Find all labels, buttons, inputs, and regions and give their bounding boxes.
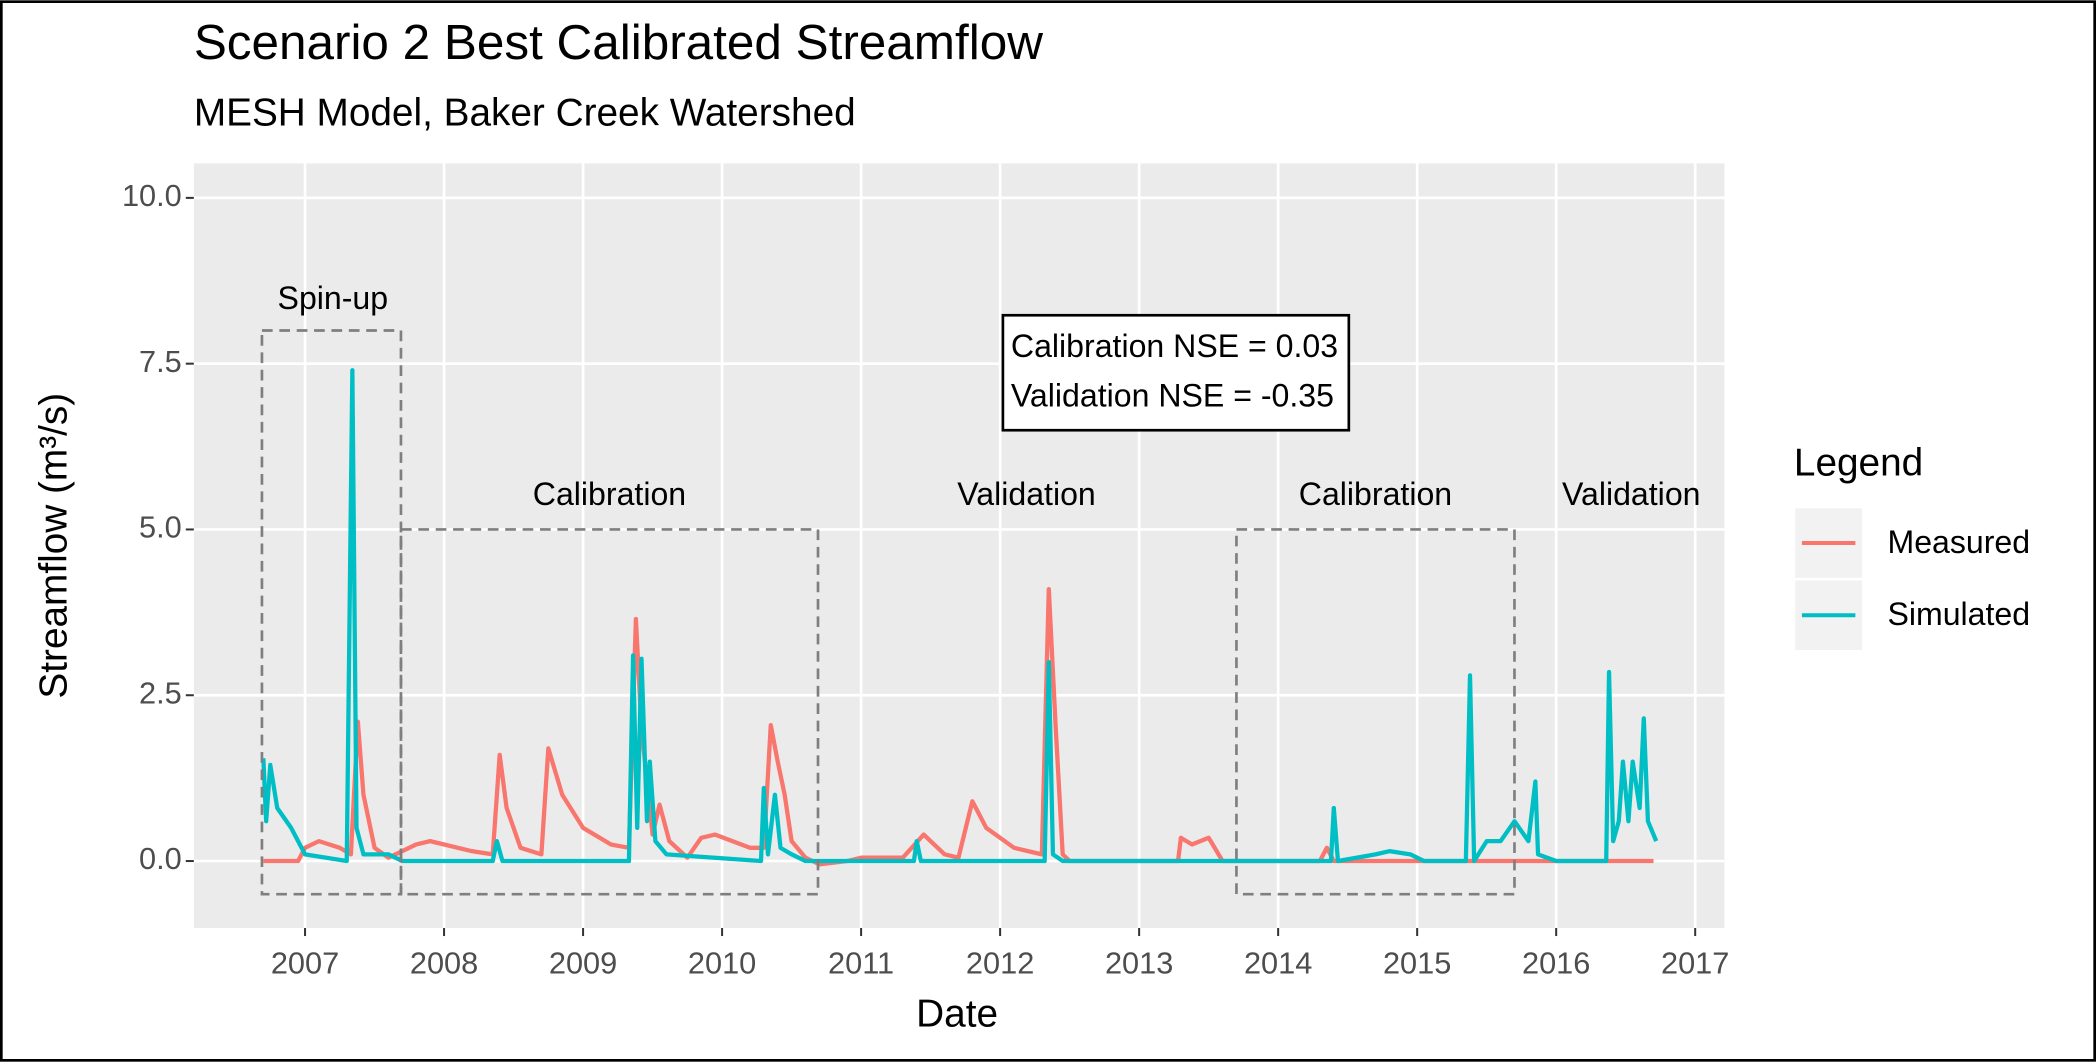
region-label: Calibration bbox=[533, 476, 686, 512]
x-tick-label: 2016 bbox=[1522, 946, 1590, 981]
nse-text: Calibration NSE = 0.03 bbox=[1011, 328, 1338, 364]
x-tick-label: 2014 bbox=[1244, 946, 1312, 981]
x-tick-label: 2010 bbox=[688, 946, 756, 981]
x-tick-label: 2009 bbox=[549, 946, 617, 981]
x-tick-label: 2017 bbox=[1661, 946, 1729, 981]
y-axis-title: Streamflow (m³/s) bbox=[32, 393, 75, 699]
x-tick-label: 2012 bbox=[966, 946, 1034, 981]
region-label: Spin-up bbox=[278, 280, 389, 316]
region-box bbox=[399, 528, 820, 896]
series-line bbox=[261, 368, 1659, 864]
x-tick-label: 2011 bbox=[828, 946, 894, 981]
annotation: Validation bbox=[957, 476, 1096, 512]
y-tick-label: 2.5 bbox=[139, 675, 182, 710]
chart-title: Scenario 2 Best Calibrated Streamflow bbox=[194, 15, 1043, 70]
x-tick-label: 2007 bbox=[271, 946, 339, 981]
legend-label: Measured bbox=[1887, 524, 2030, 560]
nse-box bbox=[1001, 313, 1351, 432]
legend-label: Simulated bbox=[1887, 596, 2030, 632]
y-tick-label: 0.0 bbox=[139, 841, 182, 876]
legend-title: Legend bbox=[1794, 442, 1923, 485]
y-tick-label: 5.0 bbox=[139, 510, 182, 545]
series-line bbox=[263, 587, 1654, 867]
y-tick-label: 10.0 bbox=[122, 178, 182, 213]
x-tick-label: 2015 bbox=[1383, 946, 1451, 981]
x-axis-title: Date bbox=[916, 992, 998, 1035]
plot-panel bbox=[193, 163, 1725, 929]
y-tick-label: 7.5 bbox=[139, 344, 182, 379]
x-tick-label: 2013 bbox=[1105, 946, 1173, 981]
chart-subtitle: MESH Model, Baker Creek Watershed bbox=[194, 92, 856, 135]
region-label: Calibration bbox=[1299, 476, 1452, 512]
x-tick-label: 2008 bbox=[410, 946, 478, 981]
nse-text: Validation NSE = -0.35 bbox=[1011, 378, 1334, 414]
region-box bbox=[1235, 528, 1516, 896]
annotation: Validation bbox=[1562, 476, 1701, 512]
